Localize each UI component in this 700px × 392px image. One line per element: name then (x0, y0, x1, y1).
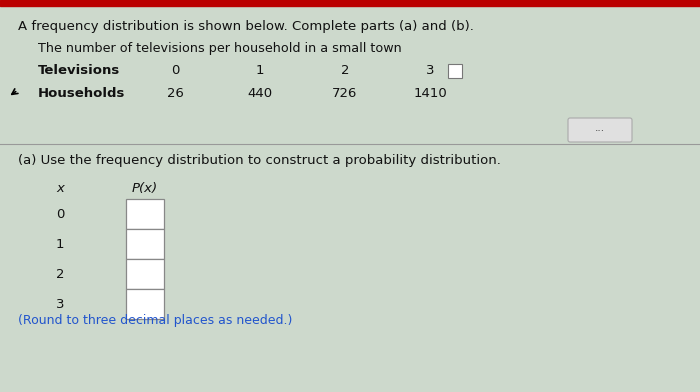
Bar (126, 229, 164, 259)
Bar (126, 289, 164, 319)
Text: 3: 3 (56, 298, 64, 310)
Bar (0, 0, 700, 6)
Text: (Round to three decimal places as needed.): (Round to three decimal places as needed… (18, 314, 293, 327)
Text: 0: 0 (171, 64, 179, 77)
Text: 440: 440 (247, 87, 272, 100)
Text: 1: 1 (256, 64, 265, 77)
Text: ...: ... (595, 123, 605, 133)
Text: Televisions: Televisions (38, 64, 120, 77)
Text: A frequency distribution is shown below. Complete parts (a) and (b).: A frequency distribution is shown below.… (18, 20, 474, 33)
Text: The number of televisions per household in a small town: The number of televisions per household … (38, 42, 402, 55)
Text: 2: 2 (56, 267, 64, 281)
Bar (126, 199, 164, 229)
Bar (448, 64, 462, 78)
Text: (a) Use the frequency distribution to construct a probability distribution.: (a) Use the frequency distribution to co… (18, 154, 501, 167)
FancyBboxPatch shape (568, 118, 632, 142)
Text: Households: Households (38, 87, 125, 100)
Text: 0: 0 (56, 207, 64, 221)
Text: P(x): P(x) (132, 182, 158, 195)
Text: 3: 3 (426, 64, 434, 77)
Text: 1: 1 (56, 238, 64, 250)
Text: 2: 2 (341, 64, 349, 77)
Text: 26: 26 (167, 87, 183, 100)
Text: 726: 726 (332, 87, 358, 100)
Bar (126, 259, 164, 289)
Text: x: x (56, 182, 64, 195)
Text: 1410: 1410 (413, 87, 447, 100)
